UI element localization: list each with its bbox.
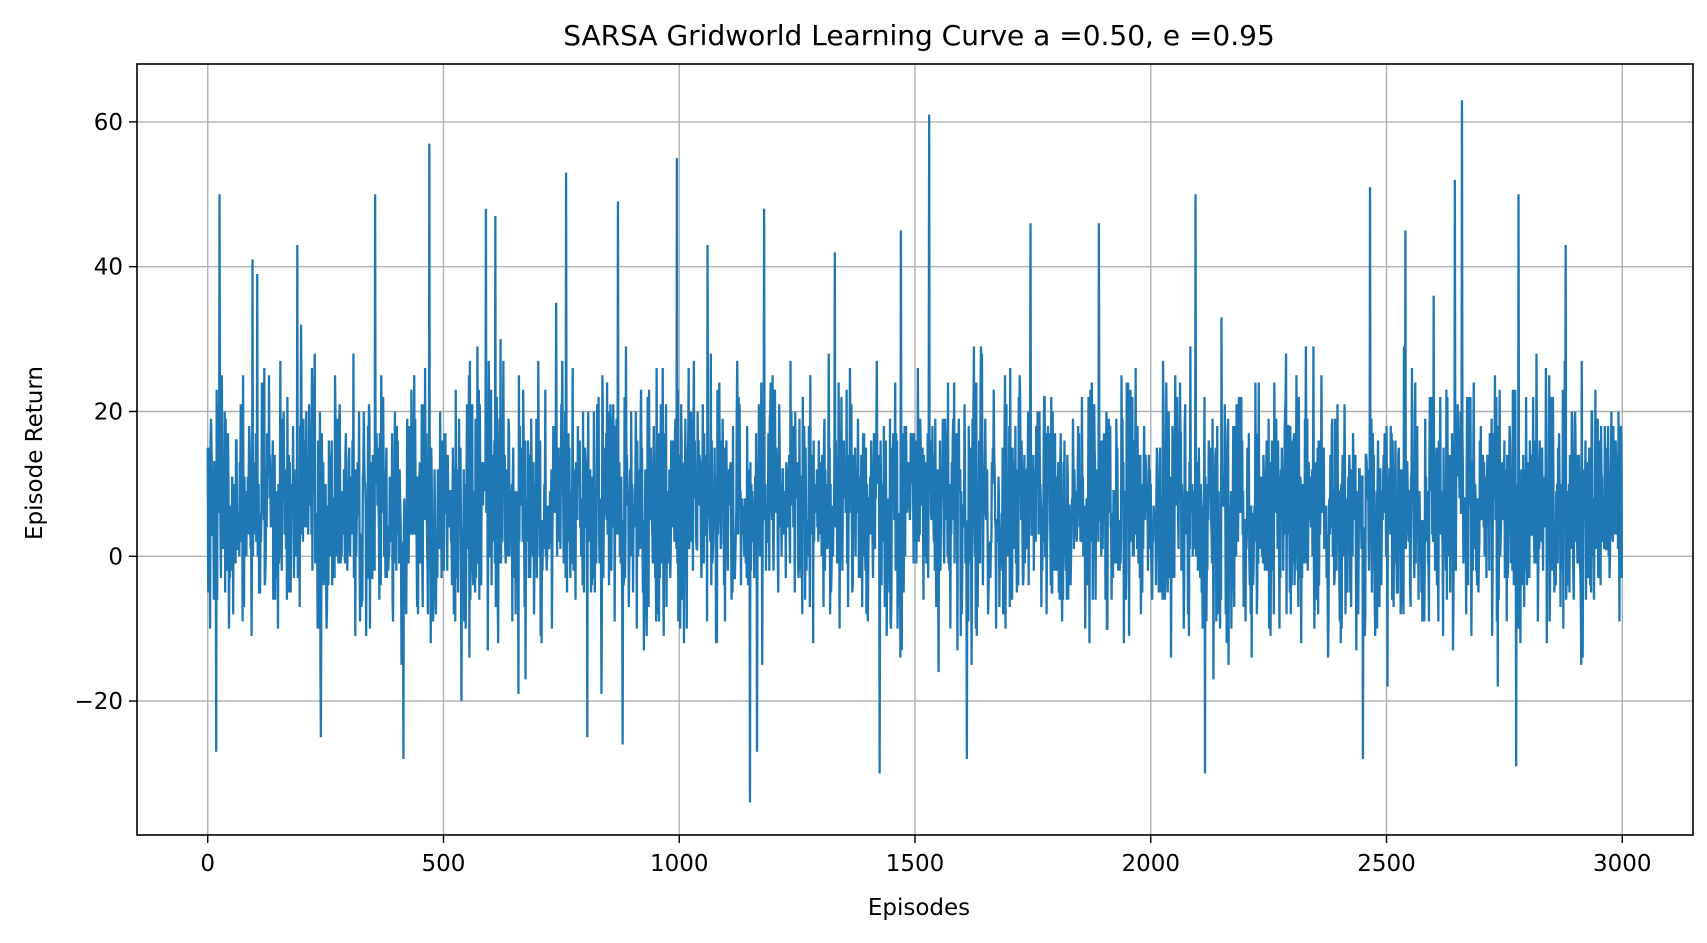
series-layer — [206, 100, 1623, 803]
x-tick-label: 3000 — [1593, 851, 1652, 877]
y-tick-label: −20 — [74, 689, 123, 715]
x-tick-label: 2000 — [1121, 851, 1180, 877]
series-line-episode-return — [206, 100, 1623, 803]
y-axis-label: Episode Return — [22, 366, 48, 540]
y-tick-label: 0 — [108, 544, 123, 570]
x-tick-label: 500 — [422, 851, 466, 877]
x-axis-label: Episodes — [868, 895, 970, 921]
x-tick-label: 0 — [200, 851, 215, 877]
y-tick-label: 60 — [94, 110, 123, 136]
x-axis: 0 500 1000 1500 2000 2500 3000 — [200, 835, 1652, 877]
y-axis: −20 0 20 40 60 — [74, 110, 137, 715]
x-tick-label: 1000 — [650, 851, 709, 877]
x-tick-label: 2500 — [1357, 851, 1416, 877]
y-tick-label: 20 — [94, 399, 123, 425]
x-tick-label: 1500 — [886, 851, 945, 877]
chart-title: SARSA Gridworld Learning Curve a =0.50, … — [563, 19, 1275, 52]
y-tick-label: 40 — [94, 255, 123, 281]
